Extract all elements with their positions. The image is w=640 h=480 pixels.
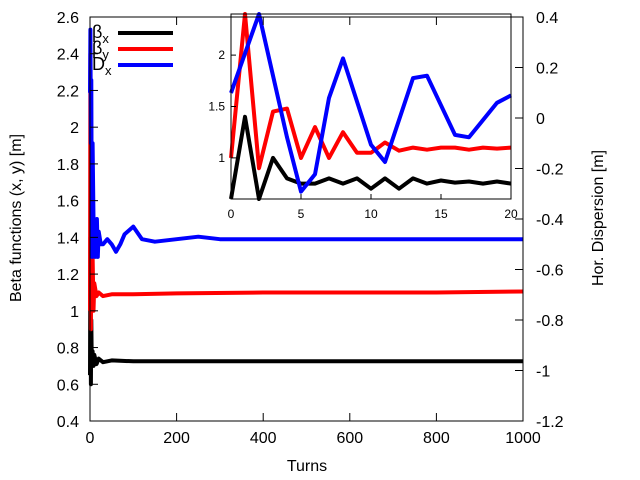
y2-tick-label: 0.2 — [536, 61, 558, 78]
y-tick-label: 2.6 — [57, 10, 79, 27]
y2-tick-label: -0.2 — [536, 162, 564, 179]
y-tick-label: 2.4 — [57, 47, 79, 64]
y-tick-label: 0.4 — [57, 414, 79, 431]
x-axis-label: Turns — [287, 458, 327, 475]
main-plot-lines — [88, 27, 524, 387]
x-tick-label: 600 — [336, 430, 363, 447]
inset-series-line-0 — [229, 114, 512, 201]
inset-plot-lines — [229, 12, 512, 201]
y2-tick-label: -1 — [536, 364, 550, 381]
y-tick-label: 2.2 — [57, 83, 79, 100]
y-tick-label: 0.8 — [57, 341, 79, 358]
inset-y-tick-label: 2 — [218, 48, 225, 62]
y2-tick-label: -0.8 — [536, 313, 564, 330]
y2-axis-label: Hor. Dispersion [m] — [590, 150, 607, 286]
inset-y-tick-label: 1 — [218, 151, 225, 165]
inset-x-tick-label: 5 — [298, 207, 305, 221]
inset-x-tick-label: 15 — [434, 207, 448, 221]
y2-tick-label: 0.4 — [536, 10, 558, 27]
inset-series-line-2 — [229, 12, 512, 194]
inset-axis-ticks: 0 5 10 15 20 1 1.5 2 — [208, 48, 518, 221]
y-tick-label: 1.2 — [57, 267, 79, 284]
x-tick-label: 800 — [423, 430, 450, 447]
main-series-line-2 — [88, 27, 523, 259]
x-tick-label: 200 — [163, 430, 190, 447]
y-tick-label: 1.8 — [57, 157, 79, 174]
y2-tick-label: -0.4 — [536, 212, 564, 229]
x-tick-label: 1000 — [505, 430, 541, 447]
y-axis-label: Beta functions (x, y) [m] — [8, 134, 25, 302]
y-tick-label: 2 — [70, 120, 79, 137]
y-tick-label: 1 — [70, 304, 79, 321]
x-tick-label: 400 — [250, 430, 277, 447]
inset-x-tick-label: 10 — [364, 207, 378, 221]
y-tick-label: 0.6 — [57, 377, 79, 394]
y-tick-label: 1.6 — [57, 194, 79, 211]
y2-tick-label: -1.2 — [536, 414, 564, 431]
y2-tick-label: -0.6 — [536, 263, 564, 280]
inset-x-tick-label: 20 — [504, 207, 518, 221]
inset-x-tick-label: 0 — [228, 207, 235, 221]
y2-tick-label: 0 — [536, 111, 545, 128]
inset-y-tick-label: 1.5 — [208, 100, 225, 114]
inset-series-line-1 — [229, 12, 512, 171]
y-tick-label: 1.4 — [57, 230, 79, 247]
main-axis-ticks: 0 200 400 600 800 10000.40.60.811.21.41.61.82… — [57, 10, 564, 447]
x-tick-label: 0 — [86, 430, 95, 447]
inset-background — [231, 14, 511, 199]
